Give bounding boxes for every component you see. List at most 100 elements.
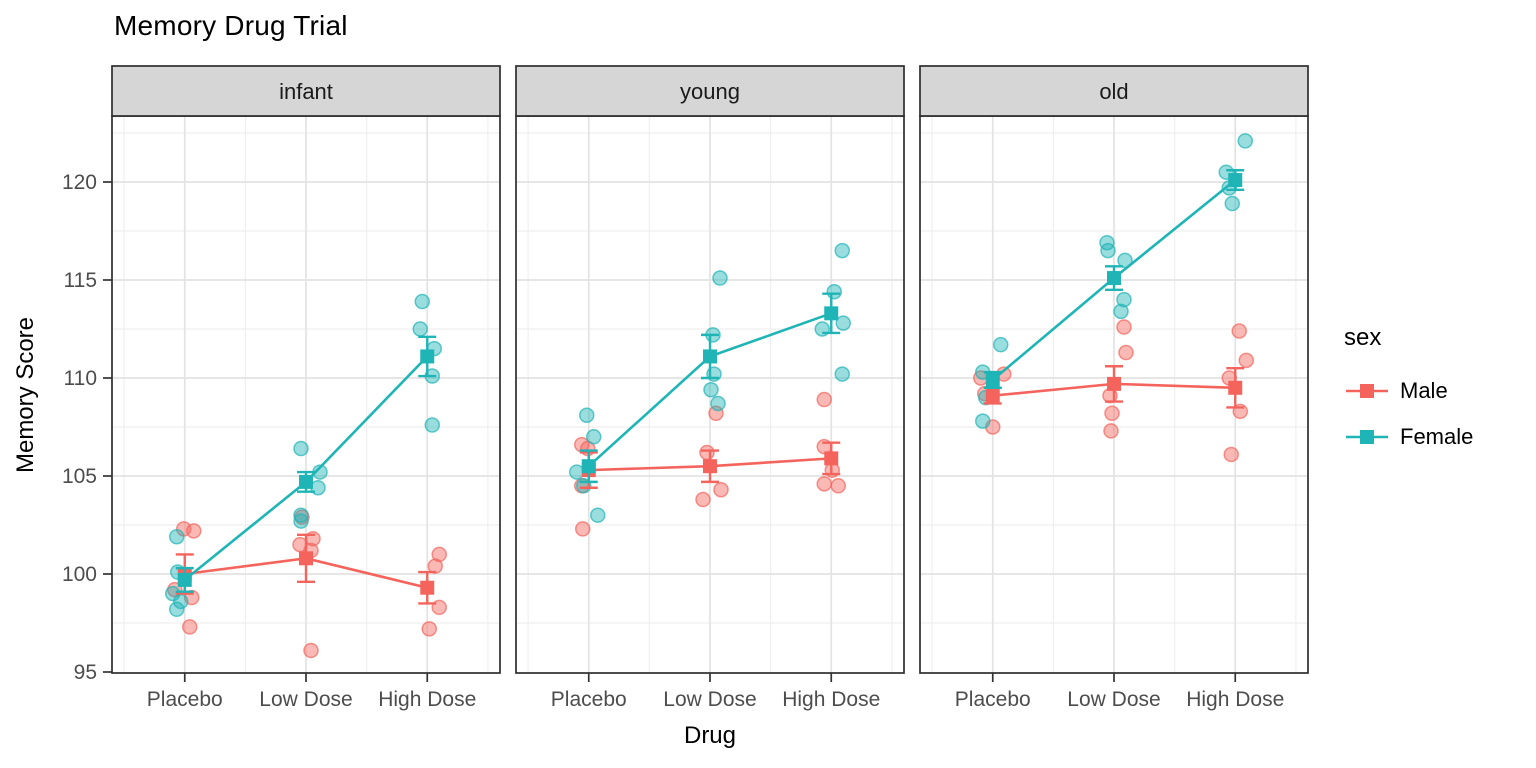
legend-key-male xyxy=(1346,384,1388,398)
jitter-point xyxy=(1104,405,1120,422)
jitter-point xyxy=(169,601,185,618)
jitter-point xyxy=(834,242,850,259)
jitter-point xyxy=(182,619,198,635)
jitter-point xyxy=(816,391,832,408)
jitter-point xyxy=(1224,195,1240,212)
jitter-point xyxy=(586,429,602,445)
jitter-point xyxy=(834,366,850,382)
x-tick-label: Placebo xyxy=(551,688,627,711)
jitter-point xyxy=(1231,323,1247,339)
mean-marker xyxy=(824,306,839,321)
jitter-point xyxy=(414,293,430,310)
x-tick-label: High Dose xyxy=(1186,688,1284,711)
mean-marker xyxy=(985,388,1000,403)
jitter-point xyxy=(710,395,726,412)
jitter-point xyxy=(975,413,991,429)
mean-marker xyxy=(420,580,435,595)
legend-entry-female: Female xyxy=(1344,414,1534,460)
jitter-point xyxy=(713,481,729,498)
x-tick-label: Placebo xyxy=(147,688,223,711)
jitter-point xyxy=(703,382,719,398)
jitter-point xyxy=(1238,352,1254,369)
y-tick-label: 120 xyxy=(62,171,97,194)
x-tick-label: Placebo xyxy=(955,688,1031,711)
jitter-point xyxy=(830,478,846,494)
jitter-point xyxy=(303,642,319,659)
mean-marker xyxy=(1107,271,1121,286)
x-axis-title: Drug xyxy=(683,722,737,749)
jitter-point xyxy=(579,407,595,423)
jitter-point xyxy=(1113,303,1129,320)
facet-label: infant xyxy=(279,79,333,104)
mean-marker xyxy=(581,459,596,474)
jitter-point xyxy=(186,523,202,539)
legend-key-female xyxy=(1346,430,1388,444)
legend-key-square xyxy=(1360,430,1374,444)
jitter-point xyxy=(293,507,309,523)
jitter-point xyxy=(590,507,606,523)
mean-marker xyxy=(177,572,192,587)
jitter-point xyxy=(826,284,842,300)
y-axis-title-wrap: Memory Score xyxy=(0,116,52,673)
x-tick-label: High Dose xyxy=(378,688,476,711)
jitter-point xyxy=(431,546,447,563)
jitter-point xyxy=(816,476,832,492)
legend-key-square xyxy=(1360,384,1374,398)
x-tick-label: Low Dose xyxy=(259,688,352,711)
legend-entry-male: Male xyxy=(1344,368,1534,414)
mean-marker xyxy=(703,459,717,474)
facet-strip xyxy=(111,65,501,117)
chart-title: Memory Drug Trial xyxy=(114,10,348,41)
facet-label: young xyxy=(680,79,740,104)
y-axis-title: Memory Score xyxy=(12,316,40,473)
y-tick-label: 105 xyxy=(62,465,97,488)
jitter-point xyxy=(575,521,591,537)
jitter-point xyxy=(1118,344,1134,361)
jitter-point xyxy=(712,270,728,286)
jitter-point xyxy=(424,417,440,433)
legend-title: sex xyxy=(1344,324,1382,351)
x-tick-label: High Dose xyxy=(782,688,880,711)
jitter-point xyxy=(169,529,185,545)
mean-marker xyxy=(420,349,435,364)
y-tick-label: 110 xyxy=(64,367,97,390)
y-tick-label: 115 xyxy=(64,269,97,292)
jitter-point xyxy=(699,444,715,461)
mean-marker xyxy=(299,474,313,489)
mean-marker xyxy=(1107,376,1121,391)
x-tick-label: Low Dose xyxy=(1067,688,1160,711)
jitter-point xyxy=(421,621,437,637)
legend-entry-label: Female xyxy=(1400,424,1474,449)
jitter-point xyxy=(835,315,851,331)
legend: sex Male Female xyxy=(1344,324,1534,460)
mean-marker xyxy=(1228,173,1243,188)
facet-strip xyxy=(515,65,905,117)
jitter-point xyxy=(993,336,1009,353)
jitter-point xyxy=(293,513,309,529)
jitter-point xyxy=(695,491,711,508)
jitter-point xyxy=(1116,319,1132,335)
facet-strip xyxy=(919,65,1309,117)
mean-marker xyxy=(1228,380,1243,395)
legend-entries: Male Female xyxy=(1344,368,1534,460)
mean-marker xyxy=(985,372,1000,387)
jitter-point xyxy=(293,440,309,457)
jitter-point xyxy=(1116,291,1132,308)
mean-marker xyxy=(824,451,839,466)
mean-marker xyxy=(703,349,717,364)
jitter-point xyxy=(1117,252,1133,269)
y-tick-label: 95 xyxy=(74,661,97,684)
jitter-point xyxy=(569,464,585,480)
jitter-point xyxy=(412,321,428,337)
mean-marker xyxy=(299,551,313,566)
y-tick-label: 100 xyxy=(62,563,97,586)
x-tick-label: Low Dose xyxy=(663,688,756,711)
jitter-point xyxy=(1237,133,1253,149)
facet-label: old xyxy=(1099,79,1128,104)
jitter-point xyxy=(1223,446,1239,463)
jitter-point xyxy=(1100,242,1116,259)
jitter-point xyxy=(1103,423,1119,439)
